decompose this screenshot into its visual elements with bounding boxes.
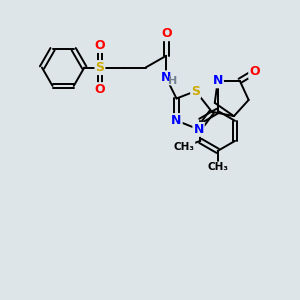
Text: O: O bbox=[161, 27, 172, 40]
Text: O: O bbox=[249, 65, 260, 79]
Text: O: O bbox=[94, 39, 105, 52]
Text: O: O bbox=[94, 83, 105, 96]
Text: CH₃: CH₃ bbox=[207, 162, 228, 172]
Text: S: S bbox=[95, 61, 104, 74]
Text: N: N bbox=[161, 71, 171, 84]
Text: N: N bbox=[212, 74, 223, 87]
Text: S: S bbox=[191, 85, 200, 98]
Text: CH₃: CH₃ bbox=[174, 142, 195, 152]
Text: N: N bbox=[194, 123, 204, 136]
Text: N: N bbox=[171, 114, 182, 127]
Text: H: H bbox=[168, 76, 177, 86]
